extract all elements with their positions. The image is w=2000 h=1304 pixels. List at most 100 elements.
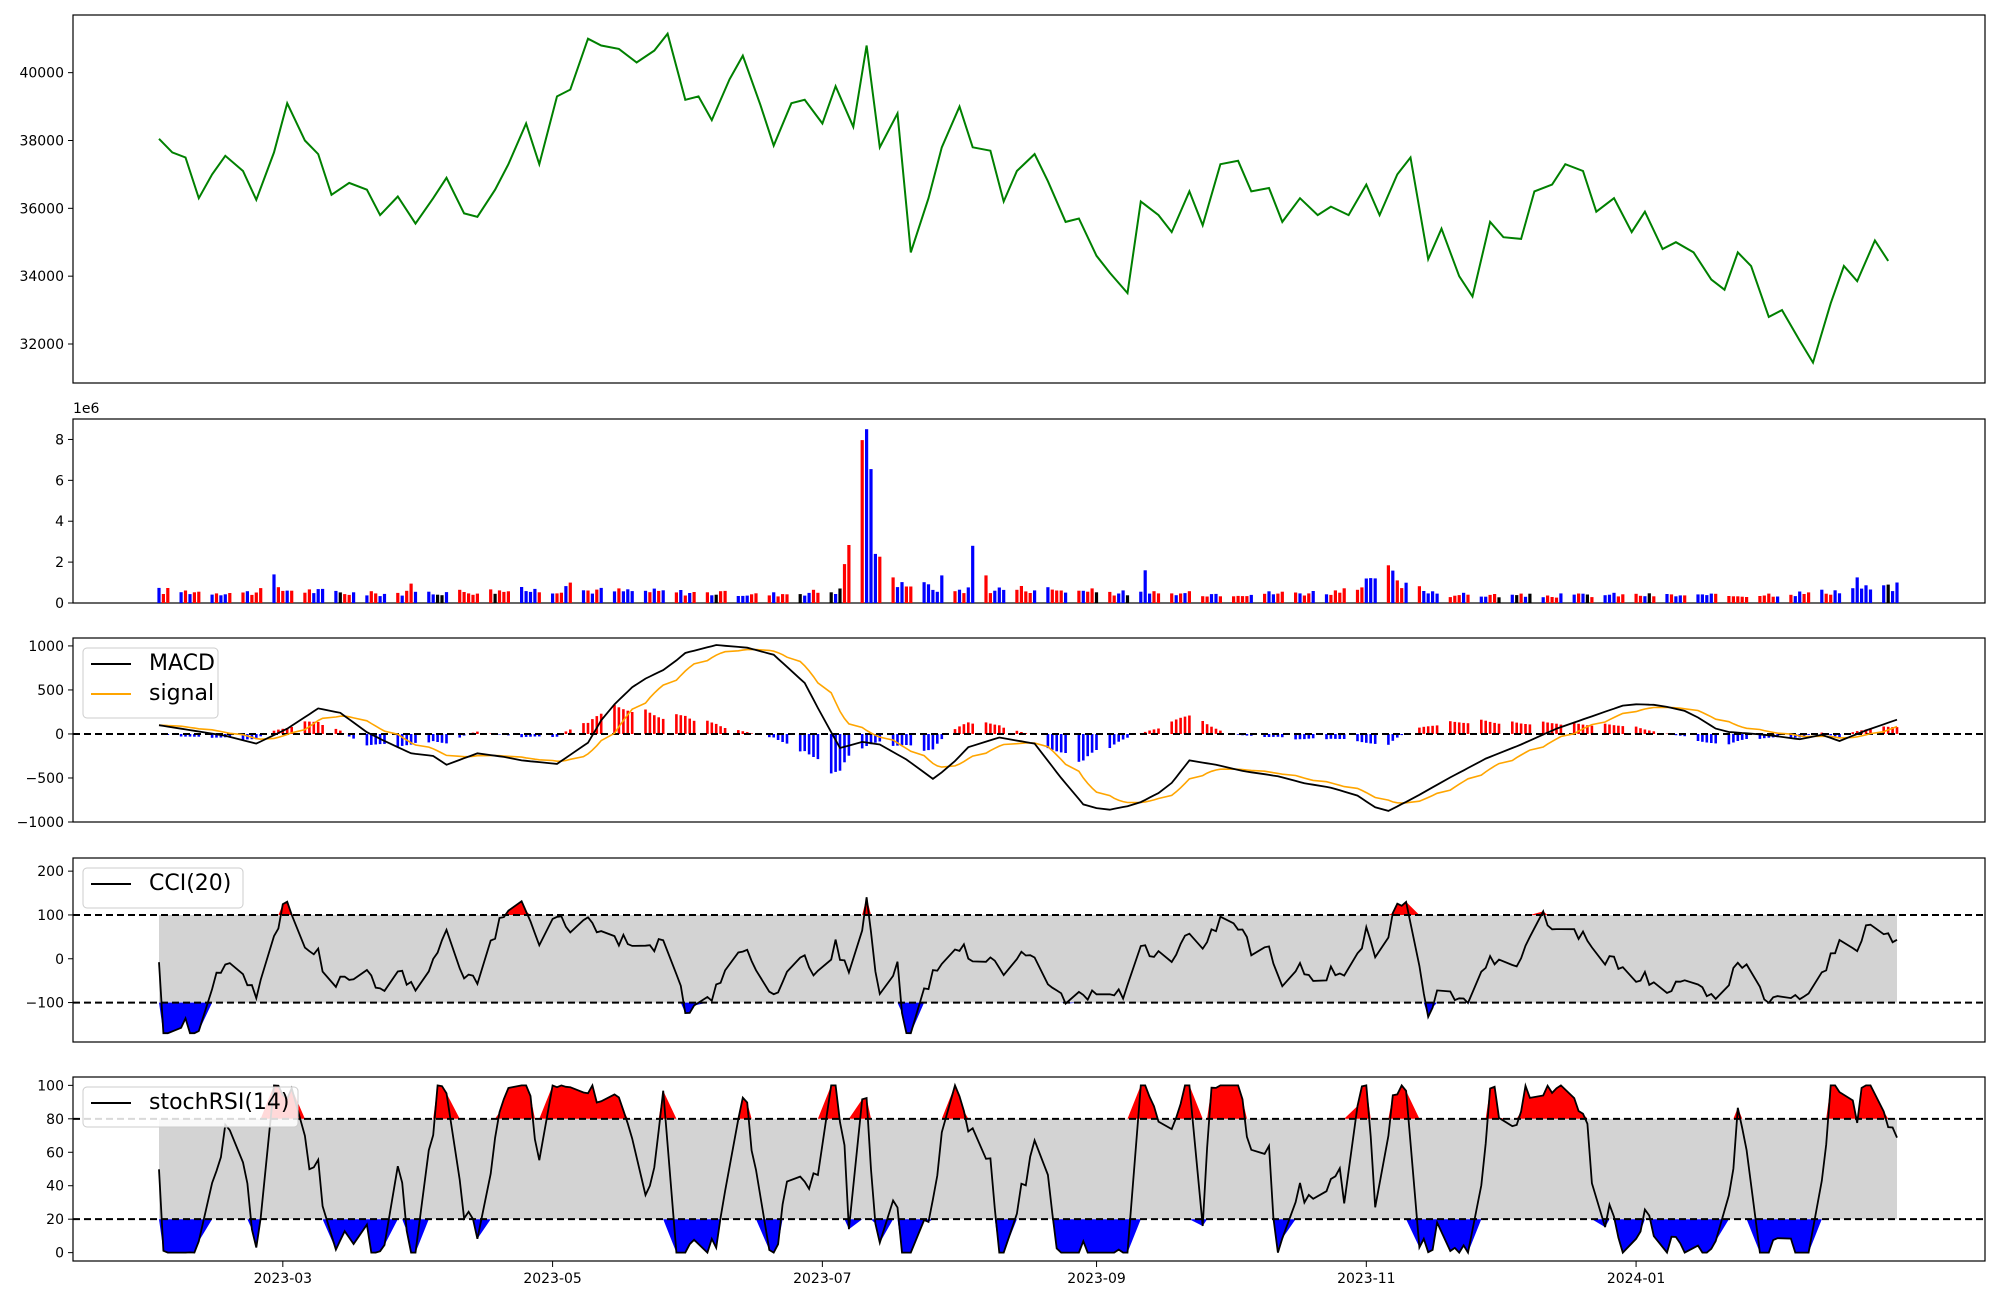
volume-bar (374, 593, 377, 603)
volume-bar (1807, 592, 1810, 603)
volume-bar (334, 591, 337, 603)
volume-bar (502, 592, 505, 603)
macd-histogram-bar (1498, 724, 1501, 734)
volume-bar (1183, 593, 1186, 603)
volume-bar (940, 575, 943, 603)
volume-bar (1643, 596, 1646, 603)
volume-bar (427, 592, 430, 603)
volume-bar (348, 595, 351, 603)
volume-bar (998, 588, 1001, 604)
macd-histogram-bar (613, 705, 616, 734)
macd-histogram-bar (715, 724, 718, 734)
volume-bar (1648, 593, 1651, 603)
volume-bar (591, 594, 594, 603)
macd-histogram-bar (618, 707, 621, 734)
volume-bar (1763, 596, 1766, 604)
volume-bar (1551, 597, 1554, 603)
volume-bar (1559, 593, 1562, 603)
volume-bar (1462, 593, 1465, 603)
macd-histogram-bar (786, 734, 789, 744)
macd-histogram-bar (414, 734, 417, 743)
volume-bar (861, 440, 864, 603)
volume-bar (1758, 596, 1761, 603)
volume-bar (551, 594, 554, 604)
volume-bar (1670, 594, 1673, 603)
macd-histogram-bar (1126, 734, 1129, 738)
price-ytick-label: 36000 (19, 201, 64, 217)
macd-histogram-bar (1515, 723, 1518, 734)
volume-bar (1621, 594, 1624, 603)
volume-bar (1674, 596, 1677, 603)
cci-ytick-label: 0 (55, 952, 64, 968)
macd-histogram-bar (366, 734, 369, 745)
volume-bar (569, 583, 572, 603)
macd-histogram-bar (781, 734, 784, 742)
volume-bar (166, 588, 169, 603)
volume-bar (1767, 594, 1770, 603)
cci-oversold-fill (159, 1003, 1897, 1034)
macd-histogram-bar (1458, 722, 1461, 734)
volume-bar (489, 589, 492, 603)
volume-bar (1489, 595, 1492, 603)
volume-bar (622, 591, 625, 603)
volume-bar (710, 595, 713, 603)
macd-histogram-bar (1493, 723, 1496, 734)
volume-bar (967, 587, 970, 603)
macd-histogram-bar (1462, 723, 1465, 734)
macd-histogram-bar (441, 734, 444, 743)
volume-bar (272, 574, 275, 603)
macd-histogram-bar (397, 734, 400, 747)
macd-histogram-bar (436, 734, 439, 742)
macd-histogram-bar (1807, 734, 1810, 735)
volume-bar (843, 564, 846, 603)
macd-histogram-bar (432, 734, 435, 741)
price-ytick-label: 40000 (19, 66, 64, 82)
volume-bar (737, 596, 740, 603)
volume-bar (909, 587, 912, 604)
volume-bar (1206, 597, 1209, 604)
cci-legend: CCI(20) (83, 868, 243, 908)
macd-histogram-bar (989, 724, 992, 734)
cci-ytick-label: 100 (37, 908, 64, 924)
macd-histogram-bar (1051, 734, 1054, 750)
macd-ytick-label: 500 (37, 683, 64, 699)
volume-frame (73, 419, 1985, 603)
volume-bar (874, 554, 877, 603)
volume-bar (1586, 595, 1589, 604)
macd-histogram-bar (1400, 734, 1403, 735)
volume-bar (1157, 593, 1160, 603)
volume-bar (1772, 597, 1775, 603)
stochrsi-ytick-label: 100 (37, 1078, 64, 1094)
volume-bar (197, 592, 200, 603)
volume-bar (1436, 594, 1439, 603)
x-tick-label: 2023-07 (793, 1271, 852, 1287)
volume-bar (1082, 591, 1085, 603)
volume-bar (277, 587, 280, 603)
volume-bar (365, 595, 368, 603)
macd-histogram-bar (1542, 722, 1545, 734)
stochrsi-ytick-label: 60 (46, 1145, 64, 1161)
macd-histogram-bar (520, 734, 523, 737)
volume-bar (719, 591, 722, 603)
macd-histogram-bar (591, 719, 594, 734)
volume-bar (869, 469, 872, 603)
volume-bar (1086, 592, 1089, 603)
volume-bar (1891, 591, 1894, 603)
macd-histogram-bar (1060, 734, 1063, 752)
volume-bar (211, 595, 214, 603)
volume-bar (1188, 591, 1191, 603)
macd-histogram-bar (1170, 722, 1173, 735)
volume-bar (1679, 595, 1682, 603)
volume-bar (803, 596, 806, 603)
macd-histogram-bar (644, 710, 647, 734)
volume-bar (1267, 591, 1270, 603)
volume-bar (1356, 590, 1359, 603)
macd-histogram-bar (304, 721, 307, 734)
macd-histogram-bar (1117, 734, 1120, 742)
macd-histogram-bar (321, 725, 324, 734)
volume-bar (1170, 593, 1173, 603)
volume-bar (1422, 591, 1425, 603)
macd-histogram-bar (653, 715, 656, 734)
volume-bar (1126, 595, 1129, 603)
volume-bar (586, 591, 589, 604)
